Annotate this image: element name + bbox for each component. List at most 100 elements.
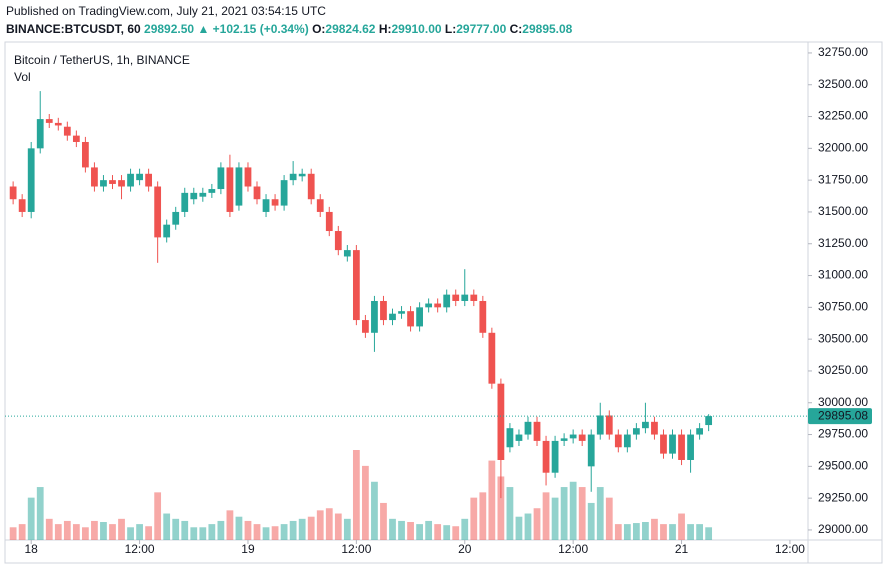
volume-bar: [362, 465, 369, 540]
volume-bar: [136, 524, 143, 540]
candle-body: [362, 320, 369, 333]
candle-body: [145, 173, 153, 187]
candle-body: [632, 428, 640, 435]
y-tick-label: 30500.00: [818, 331, 868, 345]
candle-body: [515, 434, 523, 441]
volume-bar: [425, 520, 433, 540]
high: 29910.00: [391, 22, 441, 36]
price: 29892.50: [144, 22, 194, 36]
volume-bar: [506, 487, 514, 540]
chart-frame: [4, 41, 883, 564]
y-tick-label: 32500.00: [818, 77, 868, 91]
candle-body: [533, 421, 541, 441]
candle-body: [614, 434, 622, 448]
candle-body: [425, 303, 433, 308]
candle-body: [488, 332, 496, 384]
candle-body: [687, 434, 694, 460]
volume-bar: [109, 524, 116, 540]
x-tick-label: 21: [675, 542, 689, 556]
candle-body: [100, 180, 107, 187]
x-tick-label: 19: [241, 542, 255, 556]
candle-body: [289, 173, 297, 181]
x-tick-label: 12:00: [775, 542, 805, 556]
symbol: BINANCE:BTCUSDT, 60: [6, 22, 141, 36]
candle-body: [380, 300, 387, 321]
x-tick-label: 12:00: [341, 542, 371, 556]
candle-body: [82, 141, 89, 168]
y-tick-label: 32750.00: [818, 45, 868, 59]
volume-bar: [614, 524, 622, 540]
candle-body: [181, 192, 189, 212]
candle-body: [307, 173, 315, 200]
candle-body: [163, 224, 171, 238]
volume-bar: [651, 518, 658, 540]
candle-body: [127, 173, 134, 187]
volume-bar: [398, 520, 405, 540]
candle-body: [434, 303, 442, 308]
volume-bar: [515, 516, 523, 540]
o-label: O:: [312, 22, 325, 36]
candle-body: [54, 122, 62, 126]
volume-bar: [380, 502, 387, 540]
y-tick-label: 30750.00: [818, 300, 868, 314]
candle-body: [226, 167, 234, 212]
volume-bar: [461, 518, 469, 540]
volume-bar: [371, 481, 378, 540]
candle-body: [479, 300, 487, 333]
volume-bar: [145, 526, 153, 540]
candle-body: [199, 192, 207, 197]
volume-bar: [524, 513, 532, 540]
volume-bar: [325, 508, 333, 540]
candle-body: [569, 434, 577, 439]
close: 29895.08: [522, 22, 572, 36]
volume-bar: [605, 497, 613, 540]
candle-body: [542, 440, 550, 473]
candle-body: [651, 421, 658, 435]
candle-body: [18, 199, 26, 212]
volume-bar: [660, 524, 667, 540]
candle-body: [587, 434, 595, 467]
volume-bar: [443, 525, 451, 540]
y-tick-label: 29750.00: [818, 427, 868, 441]
candle-body: [371, 300, 378, 333]
x-tick-label: 12:00: [558, 542, 588, 556]
volume-bar: [623, 524, 631, 540]
volume-bar: [27, 497, 35, 540]
y-tick-label: 32250.00: [818, 109, 868, 123]
volume-bar: [696, 524, 703, 540]
candle-body: [109, 180, 116, 184]
y-tick-label: 29000.00: [818, 522, 868, 536]
y-tick-label: 32000.00: [818, 141, 868, 155]
candle-body: [280, 180, 288, 206]
volume-bar: [542, 492, 550, 540]
candle-body: [298, 173, 306, 177]
volume-bar: [578, 487, 586, 540]
volume-bar: [63, 520, 71, 540]
candle-body: [506, 428, 514, 448]
volume-bar: [118, 518, 125, 540]
candle-body: [578, 434, 586, 441]
y-tick-label: 29250.00: [818, 490, 868, 504]
volume-bar: [244, 520, 252, 540]
volume-bar: [705, 527, 713, 540]
candle-body: [407, 311, 414, 327]
candle-body: [352, 250, 360, 321]
candle-body: [235, 167, 243, 206]
volume-bar: [587, 502, 595, 540]
volume-bar: [452, 526, 460, 540]
volume-bar: [181, 520, 189, 540]
volume-bar: [316, 510, 324, 540]
candle-body: [398, 311, 405, 314]
candle-body: [551, 440, 559, 473]
candle-body: [678, 434, 685, 460]
volume-bar: [389, 518, 396, 540]
candle-body: [208, 189, 216, 193]
candle-body: [343, 250, 351, 257]
candle-body: [9, 186, 17, 200]
candle-body: [91, 167, 98, 187]
change: ▲ +102.15 (+0.34%): [197, 22, 308, 36]
volume-bar: [154, 492, 162, 540]
volume-bar: [271, 526, 279, 540]
candle-body: [190, 192, 198, 200]
volume-bar: [632, 523, 640, 540]
